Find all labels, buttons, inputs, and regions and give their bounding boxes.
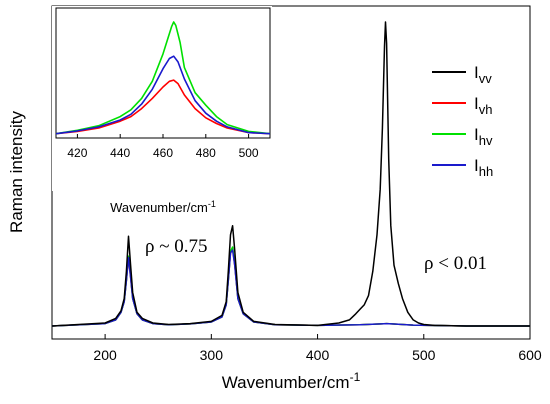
main-series-line-vv <box>51 21 530 327</box>
inset-series-line-hv <box>55 21 271 135</box>
legend-label-hv: Ihv <box>474 125 493 148</box>
main-x-axis-label-sup: -1 <box>350 370 361 384</box>
main-x-ticks: 200 300 400 500 600 <box>93 334 542 363</box>
main-x-tick-label: 300 <box>200 347 224 363</box>
legend-label-sub: hv <box>479 133 493 148</box>
main-x-axis-label-text: Wavenumber/cm <box>222 373 350 392</box>
annotation-rho-075: ρ ~ 0.75 <box>145 236 208 257</box>
legend-label-main: I <box>474 63 479 82</box>
inset-x-tick-label: 500 <box>239 146 259 160</box>
legend-label-hh: Ihh <box>474 156 493 179</box>
inset-x-axis-label-sup: -1 <box>208 199 216 209</box>
legend-label-main: I <box>474 125 479 144</box>
inset-x-tick-label: 420 <box>67 146 87 160</box>
main-series-group <box>51 21 530 327</box>
main-x-tick-label: 200 <box>93 347 117 363</box>
legend-label-main: I <box>474 156 479 175</box>
legend-label-vv: Ivv <box>474 63 492 86</box>
inset-series-line-vh <box>55 79 271 135</box>
legend-label-vh: Ivh <box>474 94 492 117</box>
legend-label-sub: vh <box>479 102 493 117</box>
main-x-tick-label: 400 <box>306 347 330 363</box>
inset-x-axis-label-text: Wavenumber/cm <box>110 200 208 215</box>
inset-x-tick-label: 480 <box>196 146 216 160</box>
main-x-tick-label: 600 <box>518 347 542 363</box>
inset-series-group <box>55 21 271 135</box>
main-x-axis-label: Wavenumber/cm-1 <box>222 370 361 392</box>
legend-label-main: I <box>474 94 479 113</box>
inset-x-tick-label: 440 <box>110 146 130 160</box>
annotation-rho-001: ρ < 0.01 <box>424 253 487 274</box>
inset-x-axis-label: Wavenumber/cm-1 <box>110 199 216 215</box>
inset-series-line-hh <box>55 55 271 135</box>
legend-label-sub: hh <box>479 164 493 179</box>
legend-label-sub: vv <box>479 71 493 86</box>
inset-plot-background <box>52 6 272 191</box>
main-series-line-hh <box>51 249 530 327</box>
inset-x-ticks: 420 440 460 480 500 <box>67 134 259 160</box>
inset-x-tick-label: 460 <box>153 146 173 160</box>
main-x-tick-label: 500 <box>412 347 436 363</box>
main-y-axis-label: Raman intensity <box>7 111 26 233</box>
